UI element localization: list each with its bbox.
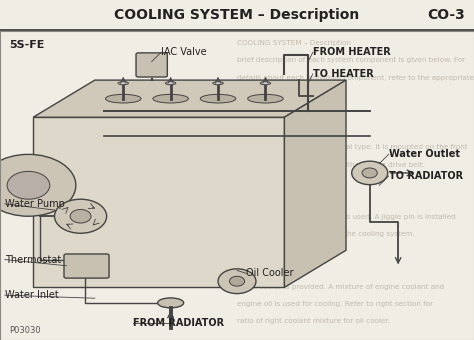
Ellipse shape bbox=[165, 82, 176, 85]
Text: COOLING SYSTEM – Description: COOLING SYSTEM – Description bbox=[114, 8, 360, 22]
Text: TO HEATER: TO HEATER bbox=[313, 69, 374, 79]
Text: An oil cooler is provided. A mixture of engine coolant and: An oil cooler is provided. A mixture of … bbox=[237, 284, 444, 290]
Text: section of this manual.: section of this manual. bbox=[237, 92, 319, 98]
Text: Oil Cooler: Oil Cooler bbox=[246, 269, 294, 278]
Ellipse shape bbox=[153, 94, 188, 103]
Text: details about each individual component, refer to the appropriate: details about each individual component,… bbox=[237, 75, 474, 81]
Circle shape bbox=[229, 276, 245, 286]
Text: FROM RADIATOR: FROM RADIATOR bbox=[133, 318, 224, 328]
Ellipse shape bbox=[118, 82, 128, 85]
Circle shape bbox=[7, 171, 50, 199]
Text: FROM HEATER: FROM HEATER bbox=[313, 47, 391, 57]
FancyBboxPatch shape bbox=[64, 254, 109, 278]
Text: engine oil is used for cooling. Refer to right section for: engine oil is used for cooling. Refer to… bbox=[237, 301, 433, 307]
Ellipse shape bbox=[157, 298, 183, 308]
Text: ratio of right coolant mixture for oil cooler.: ratio of right coolant mixture for oil c… bbox=[237, 319, 390, 324]
Text: CO-3: CO-3 bbox=[427, 8, 465, 22]
Text: P03030: P03030 bbox=[9, 326, 41, 335]
Text: OIL COOLER: OIL COOLER bbox=[237, 266, 281, 272]
Text: THERMOSTAT: THERMOSTAT bbox=[237, 197, 286, 203]
Circle shape bbox=[0, 154, 76, 216]
Polygon shape bbox=[284, 80, 346, 287]
Circle shape bbox=[70, 209, 91, 223]
Text: COOLING SYSTEM – Description: COOLING SYSTEM – Description bbox=[237, 40, 351, 46]
Text: WATER PUMP: WATER PUMP bbox=[237, 127, 285, 133]
Polygon shape bbox=[33, 80, 346, 117]
Ellipse shape bbox=[213, 82, 223, 85]
Text: 5S-FE: 5S-FE bbox=[9, 40, 45, 50]
Circle shape bbox=[55, 199, 107, 233]
Text: The water pump is a centrifugal type. It is mounted on the front: The water pump is a centrifugal type. It… bbox=[237, 144, 468, 150]
Text: Water Outlet: Water Outlet bbox=[389, 149, 460, 159]
Text: Thermostat: Thermostat bbox=[5, 255, 61, 265]
Ellipse shape bbox=[247, 94, 283, 103]
FancyBboxPatch shape bbox=[136, 53, 167, 77]
Ellipse shape bbox=[200, 94, 236, 103]
Text: Water Inlet: Water Inlet bbox=[5, 290, 58, 300]
Text: of the engine and is driven by the engine drive belt.: of the engine and is driven by the engin… bbox=[237, 162, 425, 168]
Ellipse shape bbox=[105, 94, 141, 103]
Circle shape bbox=[362, 168, 377, 178]
Text: in the valve to bleed air from the cooling system.: in the valve to bleed air from the cooli… bbox=[237, 232, 415, 237]
Text: brief description of each system component is given below. For: brief description of each system compone… bbox=[237, 57, 465, 63]
Circle shape bbox=[352, 161, 388, 185]
Polygon shape bbox=[33, 117, 284, 287]
Text: IAC Valve: IAC Valve bbox=[161, 47, 207, 57]
Text: TO RADIATOR: TO RADIATOR bbox=[389, 171, 463, 181]
Ellipse shape bbox=[260, 82, 271, 85]
Text: A wax pellet type thermostat is used. A jiggle pin is installed: A wax pellet type thermostat is used. A … bbox=[237, 214, 456, 220]
Text: Water Pump: Water Pump bbox=[5, 199, 64, 209]
Circle shape bbox=[218, 269, 256, 293]
